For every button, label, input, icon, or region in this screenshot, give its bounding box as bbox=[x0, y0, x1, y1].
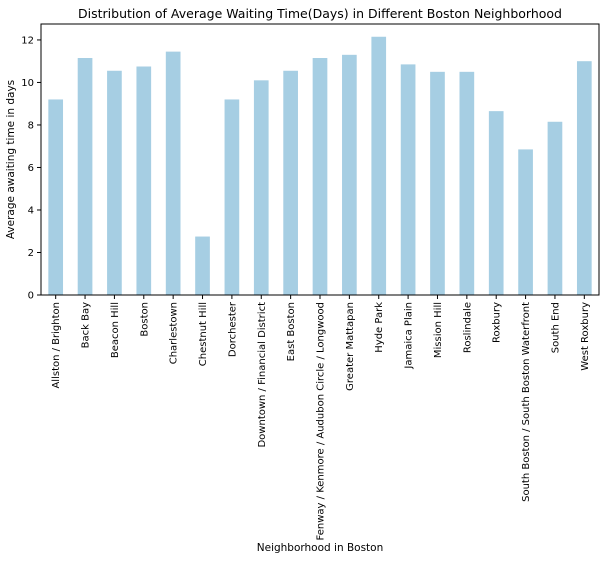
x-tick-label-1: Back Bay bbox=[81, 302, 92, 348]
x-tick-label-11: Hyde Park bbox=[374, 302, 385, 353]
bar-2 bbox=[107, 70, 122, 295]
x-tick-label-15: Roxbury bbox=[492, 302, 503, 343]
bar-7 bbox=[253, 80, 269, 295]
y-tick-label-5: 10 bbox=[21, 78, 34, 89]
x-tick-label-12: Jamaica Plain bbox=[404, 302, 415, 370]
bar-3 bbox=[136, 66, 152, 296]
bar-0 bbox=[48, 99, 64, 296]
x-tick-label-18: West Roxbury bbox=[580, 302, 591, 371]
bar-10 bbox=[342, 54, 357, 295]
bar-13 bbox=[430, 71, 445, 295]
y-tick-label-3: 6 bbox=[28, 163, 34, 174]
bar-18 bbox=[576, 61, 592, 296]
x-tick-label-4: Charlestown bbox=[169, 302, 180, 364]
x-tick-label-0: Allston / Brighton bbox=[51, 302, 62, 389]
x-tick-label-13: Mission Hill bbox=[433, 302, 444, 358]
x-tick-label-5: Chestnut Hill bbox=[198, 302, 209, 366]
bar-16 bbox=[518, 149, 533, 295]
bar-15 bbox=[488, 111, 504, 295]
bar-6 bbox=[224, 99, 240, 296]
y-tick-label-1: 2 bbox=[28, 248, 34, 259]
x-axis-label: Neighborhood in Boston bbox=[257, 542, 383, 554]
plot-frame bbox=[40, 23, 600, 296]
x-tick-label-3: Boston bbox=[139, 302, 150, 337]
bar-11 bbox=[371, 36, 387, 296]
y-tick-label-0: 0 bbox=[28, 291, 34, 302]
bar-5 bbox=[195, 236, 210, 295]
x-tick-label-6: Dorchester bbox=[227, 301, 238, 357]
x-tick-label-2: Beacon Hill bbox=[110, 302, 121, 358]
bar-12 bbox=[400, 64, 416, 296]
bar-14 bbox=[459, 71, 475, 295]
y-tick-label-2: 4 bbox=[28, 205, 34, 216]
bar-9 bbox=[312, 58, 328, 295]
y-axis-label: Average awaiting time in days bbox=[5, 80, 17, 239]
chart-title: Distribution of Average Waiting Time(Day… bbox=[78, 6, 562, 21]
x-tick-label-14: Roslindale bbox=[462, 302, 473, 353]
y-tick-label-4: 8 bbox=[28, 120, 34, 131]
bar-8 bbox=[283, 70, 298, 295]
bar-17 bbox=[547, 121, 563, 295]
x-tick-label-17: South End bbox=[550, 302, 561, 353]
bar-1 bbox=[77, 58, 93, 295]
x-axis: Allston / Brighton Back Bay Beacon Hill Bos… bbox=[51, 295, 591, 540]
x-tick-label-10: Greater Mattapan bbox=[345, 302, 356, 391]
bars-layer bbox=[48, 36, 592, 296]
y-axis: 0 2 4 6 8 10 12 bbox=[21, 35, 41, 302]
x-tick-label-9: Fenway / Kenmore / Audubon Circle / Long… bbox=[316, 302, 327, 540]
x-tick-label-16: South Boston / South Boston Waterfront bbox=[521, 302, 532, 502]
x-tick-label-8: East Boston bbox=[286, 302, 297, 361]
x-tick-label-7: Downtown / Financial District bbox=[257, 302, 268, 448]
bar-4 bbox=[165, 51, 181, 295]
y-tick-label-6: 12 bbox=[21, 35, 34, 46]
